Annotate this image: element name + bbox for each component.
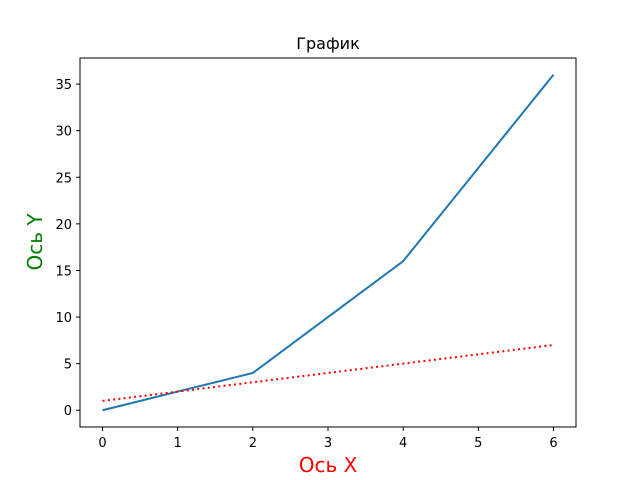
x-tick-label: 1	[174, 436, 182, 451]
x-tick-label: 6	[549, 436, 557, 451]
x-axis-label: Ось X	[299, 453, 358, 477]
x-tick-label: 2	[249, 436, 257, 451]
x-tick-label: 5	[474, 436, 482, 451]
x-tick-label: 0	[98, 436, 106, 451]
y-tick-label: 15	[55, 264, 72, 279]
plot-area	[102, 74, 555, 412]
x-tick-label: 3	[324, 436, 332, 451]
y-tick-label: 0	[64, 404, 72, 419]
y-tick-label: 25	[55, 171, 72, 186]
y-axis-ticks: 0 5 10 15 20 25 30 35	[55, 78, 80, 419]
x-axis-ticks: 0 1 2 3 4 5 6	[98, 427, 558, 451]
chart-title: График	[296, 34, 360, 53]
y-tick-label: 5	[64, 358, 72, 373]
y-tick-label: 35	[55, 78, 72, 93]
y-tick-label: 30	[55, 125, 72, 140]
y-tick-label: 20	[55, 218, 72, 233]
y-axis-label: Ось Y	[23, 213, 47, 271]
x-tick-label: 4	[399, 436, 407, 451]
series-line-2	[102, 344, 554, 402]
y-tick-label: 10	[55, 311, 72, 326]
